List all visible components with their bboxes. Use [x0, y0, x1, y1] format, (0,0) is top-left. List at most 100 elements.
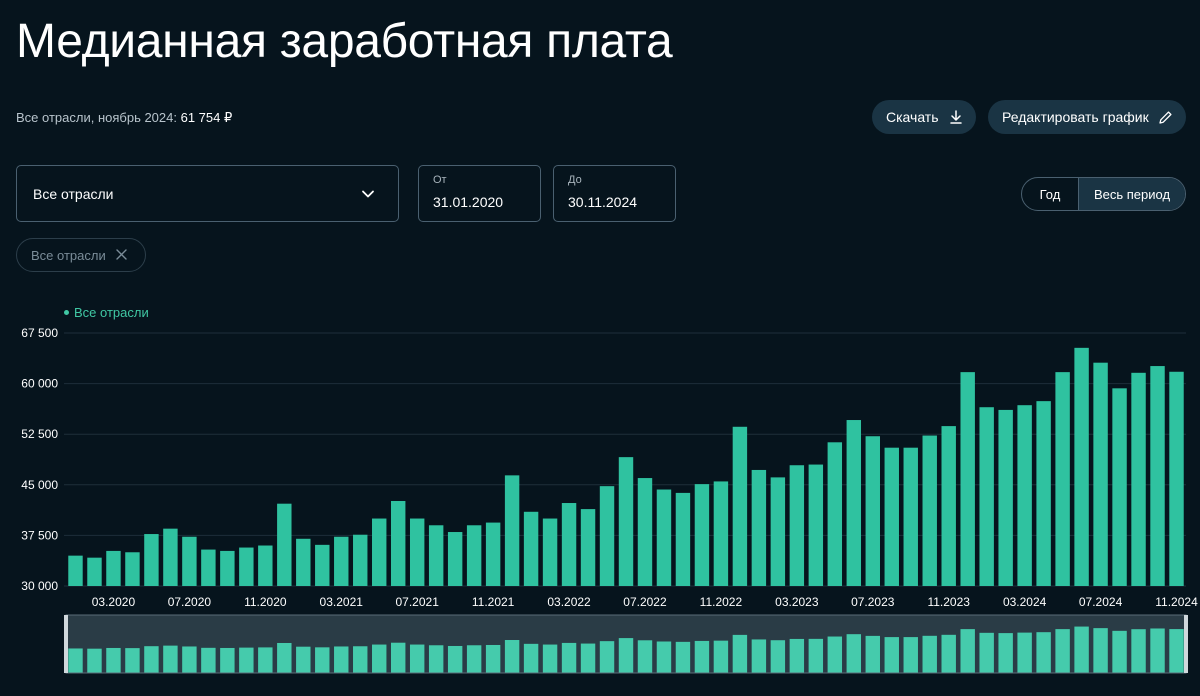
- bar[interactable]: 02.2023: 46100: [770, 477, 786, 586]
- legend-label: Все отрасли: [74, 305, 149, 320]
- bar[interactable]: 12.2022: 53600: [732, 426, 748, 586]
- bar[interactable]: 08.2023: 50500: [884, 447, 899, 586]
- bar[interactable]: 05.2020: 37700: [144, 534, 159, 586]
- bar[interactable]: 08.2020: 35400: [201, 549, 216, 586]
- bar[interactable]: 05.2023: 51300: [827, 442, 843, 586]
- navigator-bar: [409, 644, 425, 673]
- bar[interactable]: 10.2023: 52300: [922, 435, 937, 586]
- bar[interactable]: 07.2021: 40000: [409, 518, 425, 586]
- navigator-bar: [1150, 628, 1165, 673]
- bar[interactable]: 01.2024: 56500: [979, 407, 994, 586]
- bar[interactable]: 01.2023: 47200: [751, 469, 767, 586]
- bar[interactable]: 09.2022: 43800: [675, 492, 691, 586]
- bar[interactable]: 09.2021: 38000: [447, 532, 463, 586]
- navigator-bar: [789, 638, 805, 673]
- bar[interactable]: 03.2021: 37300: [334, 536, 349, 586]
- navigator-bar: [770, 640, 786, 673]
- bar[interactable]: 07.2022: 46000: [637, 478, 653, 586]
- bar[interactable]: 10.2020: 35700: [239, 547, 254, 586]
- bar[interactable]: 10.2022: 45100: [694, 484, 710, 586]
- chevron-down-icon: [360, 186, 376, 205]
- bar[interactable]: 06.2022: 49100: [618, 457, 634, 586]
- bar[interactable]: 01.2022: 41000: [523, 511, 539, 586]
- bar[interactable]: 04.2021: 37600: [353, 534, 368, 586]
- bar[interactable]: 06.2023: 54600: [846, 420, 862, 586]
- navigator-bar: [1169, 629, 1184, 673]
- bar[interactable]: 05.2021: 40000: [372, 518, 387, 586]
- navigator-bar: [656, 641, 672, 673]
- summary-line: Все отрасли, ноябрь 2024: 61 754 ₽: [16, 110, 232, 126]
- navigator-right-handle[interactable]: [1184, 615, 1188, 673]
- navigator-bar: [561, 642, 577, 673]
- x-tick-label: 11.2022: [700, 595, 743, 609]
- bar[interactable]: 12.2021: 46400: [504, 475, 520, 586]
- bar[interactable]: 07.2023: 52200: [865, 436, 880, 586]
- x-tick-label: 11.2020: [244, 595, 287, 609]
- bar[interactable]: 04.2020: 35000: [125, 552, 140, 586]
- bar[interactable]: 02.2020: 34200: [87, 557, 102, 586]
- bar[interactable]: 03.2024: 56800: [1017, 405, 1032, 586]
- bar[interactable]: 03.2022: 42300: [561, 503, 577, 586]
- bar[interactable]: 03.2023: 47900: [789, 465, 805, 586]
- navigator-bar: [277, 642, 292, 673]
- range-navigator[interactable]: [0, 612, 1200, 676]
- bar[interactable]: 09.2020: 35200: [220, 550, 235, 586]
- edit-chart-button[interactable]: Редактировать график: [988, 100, 1186, 134]
- date-to-field[interactable]: До 30.11.2024: [553, 165, 676, 222]
- download-button[interactable]: Скачать: [872, 100, 976, 134]
- bar[interactable]: 02.2022: 40000: [542, 518, 558, 586]
- bar[interactable]: 11.2021: 39400: [485, 522, 501, 586]
- industry-select[interactable]: Все отрасли: [16, 165, 399, 222]
- navigator-bar: [1055, 629, 1070, 673]
- bar[interactable]: 02.2021: 36100: [315, 544, 330, 586]
- navigator-bar: [846, 634, 862, 673]
- navigator-bar: [865, 635, 880, 673]
- bar[interactable]: 07.2020: 37300: [182, 536, 197, 586]
- bar[interactable]: 10.2024: 62600: [1150, 366, 1165, 586]
- bar[interactable]: 04.2024: 57400: [1036, 401, 1051, 586]
- bar[interactable]: 03.2020: 35200: [106, 550, 121, 586]
- period-option-all[interactable]: Весь период: [1079, 178, 1185, 210]
- x-tick-label: 11.2021: [472, 595, 515, 609]
- bar[interactable]: 08.2022: 44300: [656, 489, 672, 586]
- bar[interactable]: 11.2020: 36000: [258, 545, 273, 586]
- bar[interactable]: 08.2024: 59300: [1112, 388, 1127, 586]
- navigator-bar: [523, 643, 539, 673]
- bar[interactable]: 04.2022: 41400: [580, 509, 596, 586]
- bar[interactable]: 09.2024: 61600: [1131, 372, 1146, 586]
- y-tick-label: 67 500: [21, 326, 58, 340]
- bar[interactable]: 11.2022: 45500: [713, 481, 729, 586]
- bar[interactable]: 01.2021: 37000: [296, 538, 311, 586]
- navigator-bar: [390, 642, 406, 673]
- navigator-bar: [106, 647, 121, 673]
- close-icon[interactable]: [116, 248, 127, 263]
- bar[interactable]: 05.2022: 44800: [599, 486, 615, 586]
- navigator-left-handle[interactable]: [64, 615, 68, 673]
- navigator-bar: [1112, 630, 1127, 673]
- bar[interactable]: 08.2021: 39000: [428, 525, 444, 586]
- bar[interactable]: 12.2020: 42200: [277, 503, 292, 586]
- navigator-bar: [998, 633, 1013, 673]
- date-from-field[interactable]: От 31.01.2020: [418, 165, 541, 222]
- navigator-bar: [1017, 632, 1032, 673]
- bar[interactable]: 04.2023: 48000: [808, 464, 824, 586]
- bar[interactable]: 10.2021: 39000: [466, 525, 482, 586]
- bar[interactable]: 07.2024: 63100: [1093, 362, 1108, 586]
- bar[interactable]: 06.2020: 38500: [163, 528, 178, 586]
- bar[interactable]: 06.2024: 65300: [1074, 347, 1089, 586]
- bar[interactable]: 01.2020: 34500: [68, 555, 83, 586]
- bar[interactable]: 11.2023: 53700: [941, 426, 956, 586]
- x-tick-label: 11.2023: [927, 595, 970, 609]
- bar[interactable]: 02.2024: 56100: [998, 409, 1013, 586]
- navigator-bar: [315, 647, 330, 673]
- bar[interactable]: 06.2021: 42600: [390, 500, 406, 586]
- y-tick-label: 60 000: [21, 377, 58, 391]
- navigator-bar: [353, 646, 368, 673]
- bar[interactable]: 05.2024: 61700: [1055, 372, 1070, 586]
- date-to-label: До: [568, 174, 582, 186]
- bar[interactable]: 09.2023: 50500: [903, 447, 918, 586]
- x-tick-label: 03.2022: [547, 595, 591, 609]
- period-option-year[interactable]: Год: [1022, 178, 1079, 210]
- bar[interactable]: 12.2023: 61700: [960, 372, 975, 586]
